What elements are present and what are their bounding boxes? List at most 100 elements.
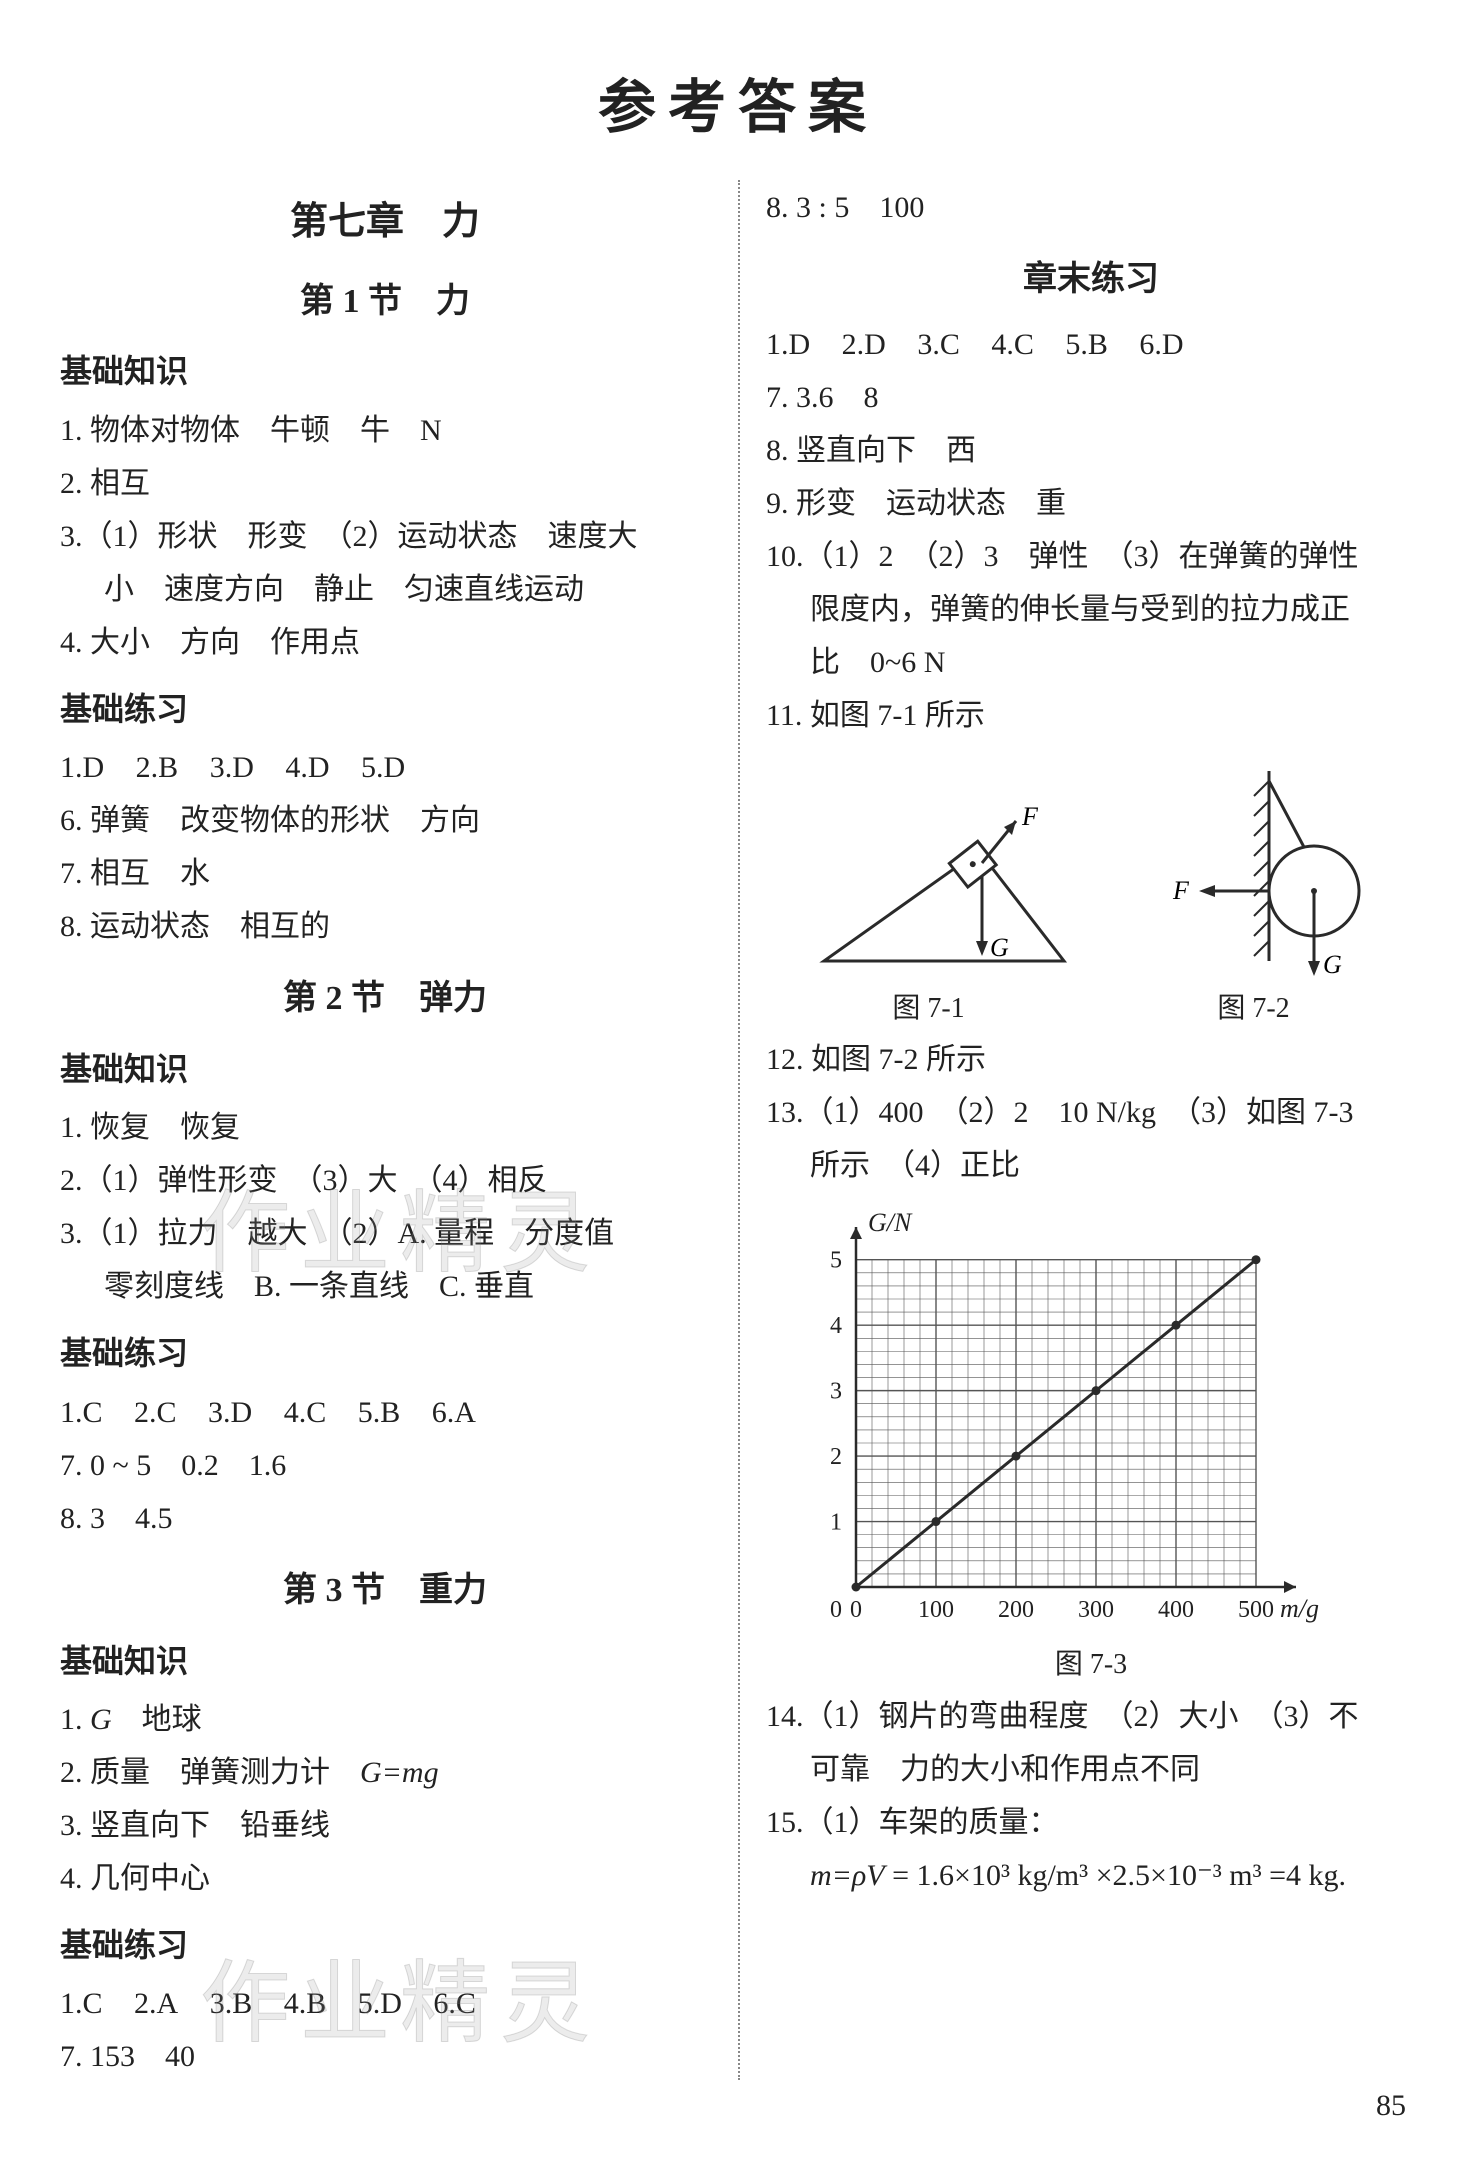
- heading-basic-knowledge: 基础知识: [60, 344, 710, 398]
- mc-item: 5.B: [358, 1396, 401, 1429]
- mc-item: 4.C: [284, 1396, 327, 1429]
- mc-item: 6.A: [432, 1396, 476, 1429]
- answer-line: 4. 大小 方向 作用点: [60, 617, 710, 668]
- answer-line: 12. 如图 7-2 所示: [766, 1034, 1416, 1085]
- mc-item: 5.D: [358, 1987, 402, 2020]
- answer-line: 9. 形变 运动状态 重: [766, 478, 1416, 529]
- section2-title: 第 2 节 弹力: [60, 970, 710, 1028]
- answer-line-cont: 比 0~6 N: [766, 637, 1416, 688]
- mc-item: 6.D: [1139, 328, 1183, 361]
- page-title: 参考答案: [60, 60, 1416, 144]
- svg-text:400: 400: [1158, 1597, 1194, 1623]
- mc-item: 3.D: [208, 1396, 252, 1429]
- text: 地球: [112, 1703, 202, 1736]
- answer-line: 2. 质量 弹簧测力计 G=mg: [60, 1747, 710, 1798]
- svg-text:0: 0: [830, 1597, 842, 1623]
- answer-line: 7. 相互 水: [60, 848, 710, 899]
- incline-diagram-icon: F G: [804, 781, 1084, 981]
- answer-line-cont: 零刻度线 B. 一条直线 C. 垂直: [60, 1261, 710, 1312]
- answer-line: 7. 3.6 8: [766, 372, 1416, 423]
- answer-line: 8. 运动状态 相互的: [60, 901, 710, 952]
- wall-ball-diagram-icon: F G: [1159, 761, 1379, 981]
- mc-answers: 1.C 2.A 3.B 4.B 5.D 6.C: [60, 1978, 710, 2029]
- text: 1.: [60, 1703, 90, 1736]
- mc-item: 2.D: [842, 328, 886, 361]
- mc-item: 1.C: [60, 1396, 103, 1429]
- svg-text:500: 500: [1238, 1597, 1274, 1623]
- text: 2. 质量 弹簧测力计: [60, 1756, 360, 1789]
- answer-line-cont: 所示 （4）正比: [766, 1140, 1416, 1191]
- mc-answers: 1.D 2.D 3.C 4.C 5.B 6.D: [766, 319, 1416, 370]
- answer-line: 8. 3 4.5: [60, 1493, 710, 1544]
- mc-answers: 1.C 2.C 3.D 4.C 5.B 6.A: [60, 1387, 710, 1438]
- section3-title: 第 3 节 重力: [60, 1562, 710, 1620]
- answer-line: 3. 竖直向下 铅垂线: [60, 1800, 710, 1851]
- answer-line: 8. 竖直向下 西: [766, 425, 1416, 476]
- mc-item: 2.A: [134, 1987, 178, 2020]
- answer-line: 4. 几何中心: [60, 1853, 710, 1904]
- mc-item: 3.B: [210, 1987, 253, 2020]
- mc-item: 4.C: [991, 328, 1034, 361]
- heading-basic-practice: 基础练习: [60, 1918, 710, 1972]
- svg-text:2: 2: [830, 1444, 842, 1470]
- answer-line: 13.（1）400 （2）2 10 N/kg （3）如图 7-3: [766, 1087, 1416, 1138]
- answer-line: 2.（1）弹性形变 （3）大 （4）相反: [60, 1155, 710, 1206]
- answer-line: 3.（1）形状 形变 （2）运动状态 速度大: [60, 511, 710, 562]
- heading-basic-knowledge: 基础知识: [60, 1042, 710, 1096]
- svg-text:4: 4: [830, 1314, 842, 1340]
- svg-text:300: 300: [1078, 1597, 1114, 1623]
- mc-item: 2.B: [136, 751, 179, 784]
- formula: m=ρV: [810, 1859, 885, 1892]
- figure-7-1-caption: 图 7-1: [892, 985, 964, 1033]
- answer-line: 6. 弹簧 改变物体的形状 方向: [60, 795, 710, 846]
- svg-text:1: 1: [830, 1510, 842, 1536]
- mc-item: 4.B: [284, 1987, 327, 2020]
- figure-7-1: F G: [804, 781, 1084, 981]
- mc-item: 1.D: [60, 751, 104, 784]
- chapter-end-title: 章末练习: [766, 251, 1416, 309]
- answer-line: 7. 153 40: [60, 2031, 710, 2082]
- mc-item: 1.C: [60, 1987, 103, 2020]
- answer-line-cont: 限度内，弹簧的伸长量与受到的拉力成正: [766, 584, 1416, 635]
- left-column: 第七章 力 第 1 节 力 基础知识 1. 物体对物体 牛顿 牛 N 2. 相互…: [60, 180, 738, 2084]
- svg-text:5: 5: [830, 1248, 842, 1274]
- formula: G=mg: [360, 1756, 439, 1789]
- figure-row: F G: [766, 761, 1416, 981]
- mc-item: 5.D: [361, 751, 405, 784]
- answer-line: 3.（1）拉力 越大 （2）A. 量程 分度值: [60, 1208, 710, 1259]
- answer-line-cont: 可靠 力的大小和作用点不同: [766, 1744, 1416, 1795]
- label-g: G: [1323, 950, 1342, 979]
- label-f: F: [1021, 802, 1039, 831]
- answer-line: 1. G 地球: [60, 1694, 710, 1745]
- mc-item: 2.C: [134, 1396, 177, 1429]
- heading-basic-practice: 基础练习: [60, 1326, 710, 1380]
- heading-basic-practice: 基础练习: [60, 682, 710, 736]
- mc-item: 3.D: [210, 751, 254, 784]
- answer-line: 10.（1）2 （2）3 弹性 （3）在弹簧的弹性: [766, 531, 1416, 582]
- answer-line: 15.（1）车架的质量：: [766, 1797, 1416, 1848]
- figure-7-3-caption: 图 7-3: [766, 1641, 1416, 1689]
- answer-line: 1. 物体对物体 牛顿 牛 N: [60, 405, 710, 456]
- label-f: F: [1172, 876, 1190, 905]
- answer-line: 14.（1）钢片的弯曲程度 （2）大小 （3）不: [766, 1691, 1416, 1742]
- mc-answers: 1.D 2.B 3.D 4.D 5.D: [60, 742, 710, 793]
- svg-text:100: 100: [918, 1597, 954, 1623]
- label-g: G: [990, 933, 1009, 962]
- answer-line: 11. 如图 7-1 所示: [766, 690, 1416, 741]
- heading-basic-knowledge: 基础知识: [60, 1634, 710, 1688]
- svg-text:G/N: G/N: [868, 1208, 913, 1237]
- var-g: G: [90, 1703, 112, 1736]
- figure-captions: 图 7-1 图 7-2: [766, 985, 1416, 1033]
- figure-7-2: F G: [1159, 761, 1379, 981]
- mc-item: 3.C: [917, 328, 960, 361]
- figure-7-2-caption: 图 7-2: [1217, 985, 1289, 1033]
- page-number: 85: [1376, 2089, 1406, 2123]
- chapter-title: 第七章 力: [60, 190, 710, 255]
- right-column: 8. 3 : 5 100 章末练习 1.D 2.D 3.C 4.C 5.B 6.…: [738, 180, 1416, 2084]
- mc-item: 5.B: [1065, 328, 1108, 361]
- line-chart-icon: 0100200300400500123450G/Nm/g: [796, 1197, 1356, 1637]
- answer-line: 8. 3 : 5 100: [766, 182, 1416, 233]
- answer-line: 1. 恢复 恢复: [60, 1102, 710, 1153]
- svg-text:0: 0: [850, 1597, 862, 1623]
- content-columns: 第七章 力 第 1 节 力 基础知识 1. 物体对物体 牛顿 牛 N 2. 相互…: [60, 180, 1416, 2084]
